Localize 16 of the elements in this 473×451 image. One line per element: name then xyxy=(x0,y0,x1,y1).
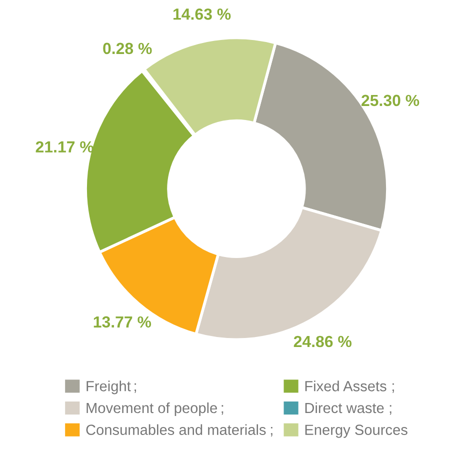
text: ; xyxy=(392,383,394,393)
legend-label: Direct waste xyxy=(305,402,384,414)
text: ; xyxy=(134,383,136,393)
legend-label: Consumables and materials xyxy=(86,424,266,435)
data-label: 25.30 % xyxy=(362,94,420,106)
text: ; xyxy=(270,426,272,437)
text: ; xyxy=(390,405,392,415)
data-label: 24.86 % xyxy=(294,336,352,348)
legend-label: Movement of people xyxy=(86,402,217,416)
data-label: 14.63 % xyxy=(174,8,231,20)
data-label: 13.77 % xyxy=(94,316,152,328)
text: ; xyxy=(222,405,224,415)
legend-label: Energy Sources xyxy=(305,424,408,438)
data-label: 0.28 % xyxy=(103,42,152,54)
legend-label: Fixed Assets xyxy=(305,380,386,392)
legend-label: Freight xyxy=(86,380,131,394)
